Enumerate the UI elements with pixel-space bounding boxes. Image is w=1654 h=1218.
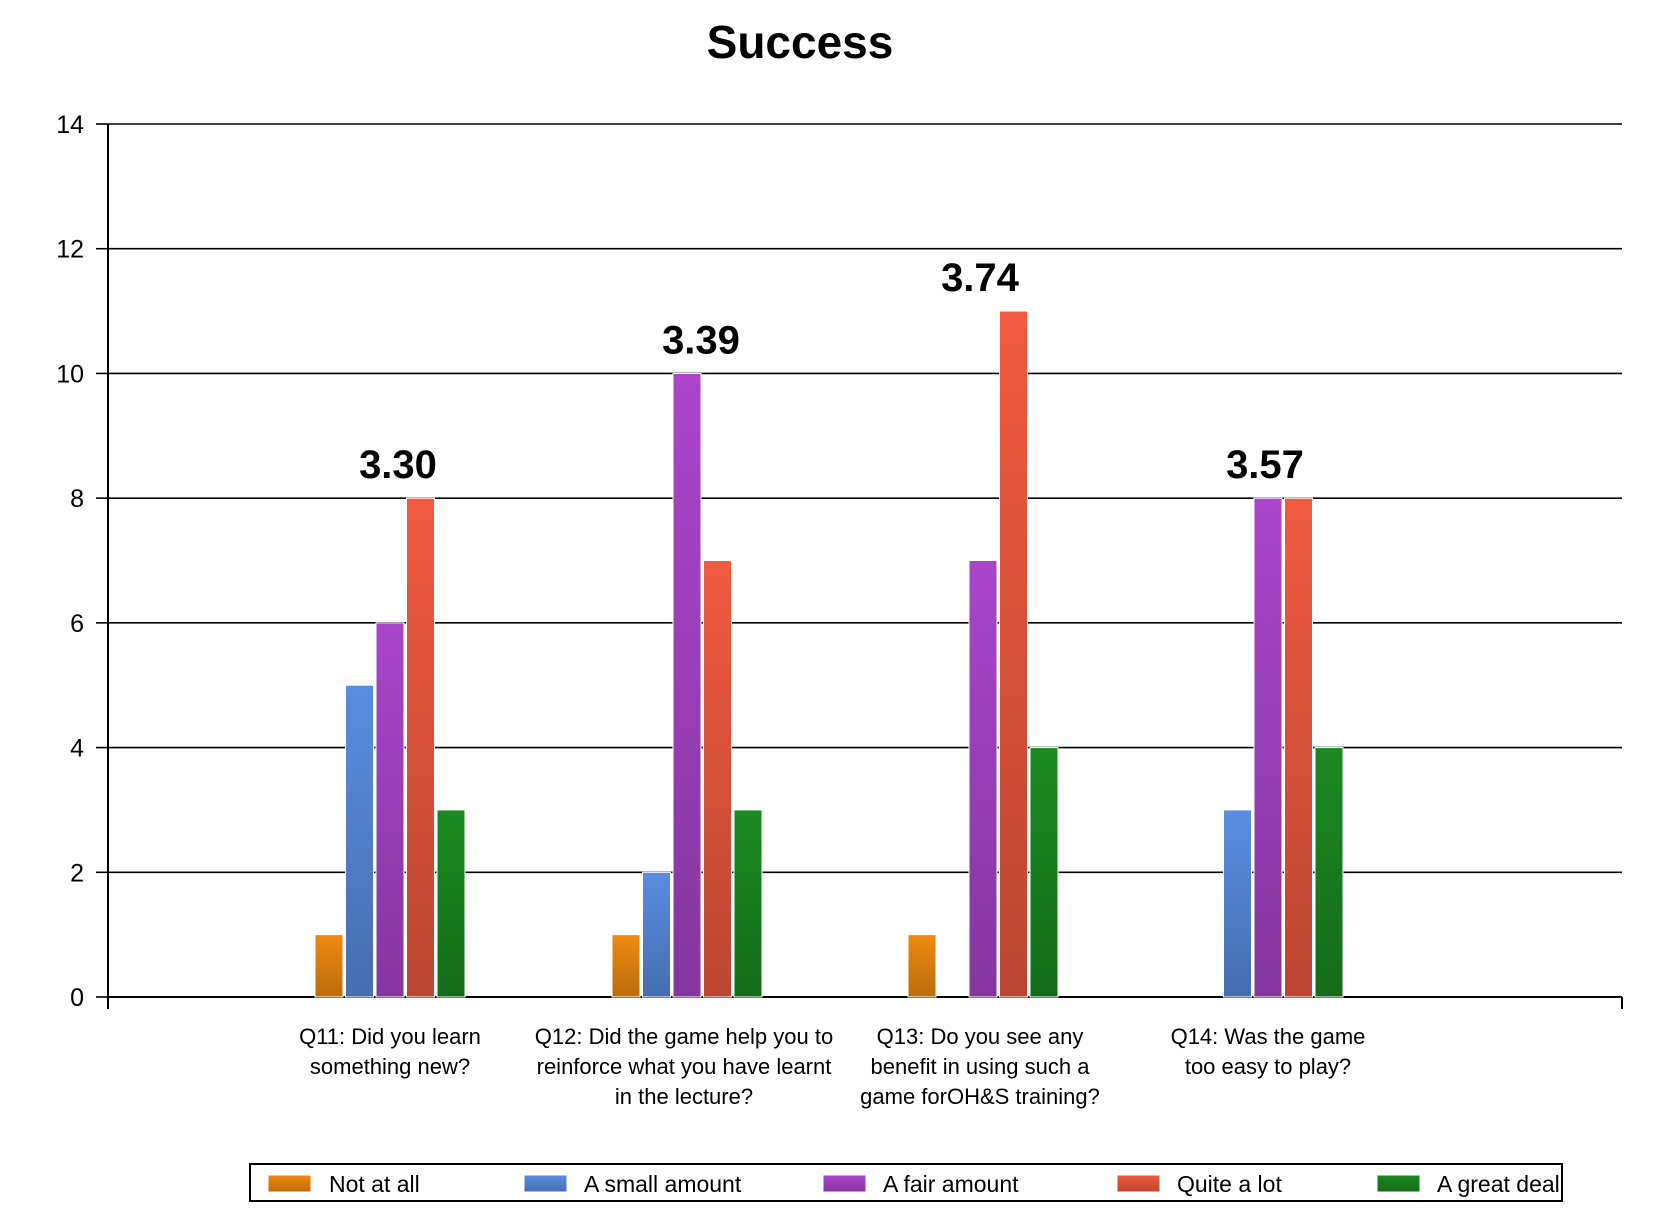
bar <box>642 871 671 998</box>
legend-label: A small amount <box>584 1171 742 1197</box>
category-labels: Q11: Did you learn something new? Q12: Did… <box>299 1024 1365 1109</box>
category-label-line: Q11: Did you learn <box>299 1024 481 1049</box>
category-label: Q11: Did you learn something new? <box>299 1024 481 1079</box>
legend-swatch <box>523 1174 568 1193</box>
annotation-label: 3.74 <box>941 256 1020 300</box>
legend-box <box>249 1163 1563 1202</box>
y-tick-label: 2 <box>70 859 84 887</box>
axes: 0 2 4 6 8 10 12 14 <box>56 111 1623 1012</box>
bar <box>611 934 641 998</box>
bar <box>345 684 374 998</box>
legend-swatch <box>267 1174 312 1193</box>
y-tick-label: 8 <box>70 485 84 513</box>
bar <box>436 809 466 998</box>
y-tick-label: 14 <box>56 111 84 139</box>
y-tick-label: 12 <box>56 236 84 264</box>
bars <box>314 310 1344 998</box>
category-label-line: Q12: Did the game help you to <box>535 1024 833 1049</box>
y-tick-label: 6 <box>70 610 84 638</box>
bar <box>672 372 702 998</box>
bar <box>968 560 998 998</box>
category-label-line: in the lecture? <box>615 1084 753 1109</box>
bar <box>314 934 344 998</box>
y-tick-label: 10 <box>56 360 84 388</box>
bar <box>1284 497 1313 998</box>
bar <box>733 809 763 998</box>
bar <box>1253 497 1283 998</box>
y-tick-label: 4 <box>70 735 84 763</box>
category-label: Q14: Was the game too easy to play? <box>1171 1024 1366 1079</box>
legend-swatch <box>1116 1174 1161 1193</box>
legend-swatch <box>1376 1174 1421 1193</box>
legend-swatch <box>822 1174 867 1193</box>
annotations: 3.30 3.39 3.74 3.57 <box>359 256 1304 487</box>
annotation-label: 3.39 <box>662 318 740 362</box>
category-label-line: game forOH&S training? <box>860 1084 1100 1109</box>
bar <box>1223 809 1252 998</box>
bar <box>406 497 435 998</box>
category-label-line: something new? <box>310 1054 470 1079</box>
category-label: Q13: Do you see any benefit in using such… <box>860 1024 1100 1109</box>
y-tick-label: 0 <box>70 984 84 1012</box>
legend-label: Quite a lot <box>1177 1171 1282 1197</box>
legend-label: A fair amount <box>883 1171 1019 1197</box>
annotation-label: 3.57 <box>1226 443 1304 487</box>
bar <box>703 560 732 998</box>
annotation-label: 3.30 <box>359 443 437 487</box>
legend-label: A great deal <box>1437 1171 1560 1197</box>
category-label-line: benefit in using such a <box>871 1054 1091 1079</box>
category-label-line: Q14: Was the game <box>1171 1024 1366 1049</box>
category-label-line: too easy to play? <box>1185 1054 1351 1079</box>
category-label: Q12: Did the game help you to reinforce w… <box>535 1024 833 1109</box>
bar <box>907 934 937 998</box>
bar <box>1314 747 1344 998</box>
legend: Not at all A small amount A fair amount Qui… <box>249 1163 1563 1202</box>
bar <box>1029 747 1059 998</box>
category-label-line: Q13: Do you see any <box>877 1024 1084 1049</box>
chart-title: Success <box>707 16 894 68</box>
bar <box>375 622 405 998</box>
grid-lines <box>108 123 1622 874</box>
legend-label: Not at all <box>329 1171 420 1197</box>
category-label-line: reinforce what you have learnt <box>537 1054 832 1079</box>
bar <box>999 310 1028 998</box>
